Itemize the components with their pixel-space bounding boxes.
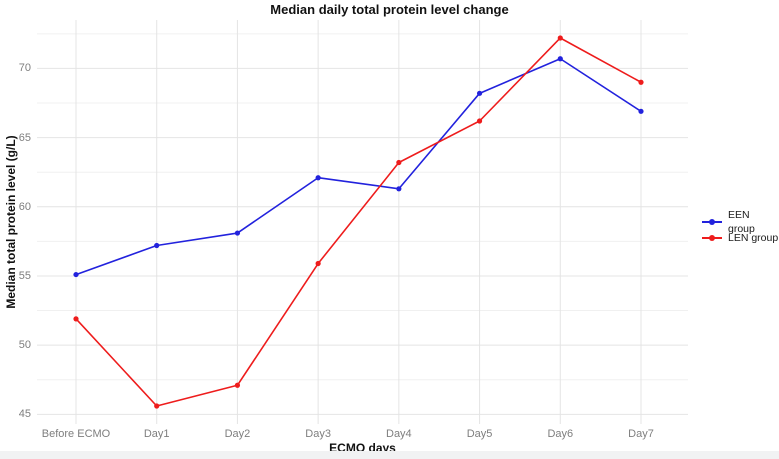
x-tick-label: Day7 (628, 428, 654, 440)
series-line-een-group (75, 57, 642, 276)
data-point (154, 242, 160, 249)
data-point (638, 108, 644, 114)
x-tick-label: Day3 (305, 428, 331, 440)
x-tick-label: Day5 (466, 428, 493, 440)
data-point (234, 382, 241, 388)
data-point (557, 56, 563, 62)
x-tick-label: Before ECMO (41, 428, 111, 440)
data-point (396, 159, 402, 166)
legend-label-een: EEN group (728, 209, 755, 235)
legend-label-len: LEN group (728, 232, 779, 244)
x-tick-label: Day2 (224, 428, 251, 440)
y-tick-label: 60 (18, 200, 31, 213)
data-point (315, 175, 321, 181)
bottom-border-strip (0, 451, 779, 459)
y-tick-label: 65 (18, 131, 31, 144)
data-point (234, 230, 241, 236)
y-tick-label: 45 (18, 408, 31, 421)
data-point (73, 271, 79, 278)
data-point (396, 186, 402, 192)
data-point (476, 118, 483, 124)
legend-marker-len-icon (702, 233, 722, 243)
legend: EEN group LEN group (702, 209, 779, 246)
data-point (476, 90, 483, 96)
data-point (557, 35, 563, 41)
x-tick-label: Day4 (386, 428, 412, 440)
series-line-len-group (75, 37, 642, 407)
data-point (315, 260, 321, 267)
y-axis-title: Median total protein level (g/L) (4, 135, 18, 309)
y-tick-label: 70 (18, 62, 31, 75)
data-point (73, 316, 79, 322)
x-tick-label: Day1 (143, 428, 170, 440)
y-tick-label: 50 (18, 339, 31, 352)
legend-item-een: EEN group (702, 209, 779, 235)
x-tick-label: Day6 (547, 428, 574, 440)
data-point (154, 403, 160, 409)
legend-item-len: LEN group (702, 230, 779, 246)
legend-marker-een-icon (702, 217, 722, 227)
chart-title: Median daily total protein level change (270, 2, 509, 17)
data-point (638, 79, 644, 85)
y-tick-label: 55 (18, 269, 31, 282)
